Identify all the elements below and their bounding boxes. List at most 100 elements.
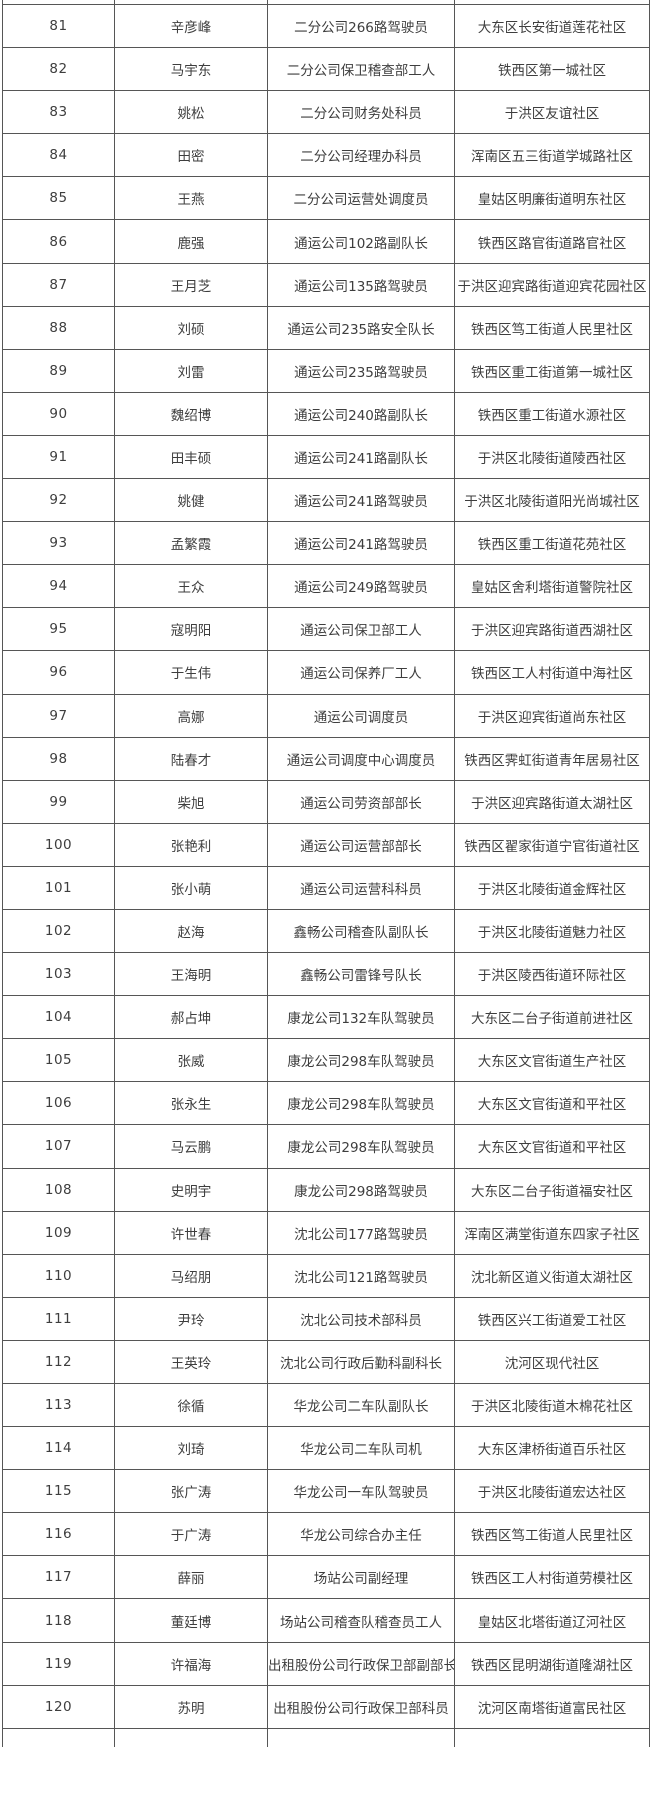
table-row: 93 孟繁霞 通运公司241路驾驶员 铁西区重工街道花苑社区	[2, 521, 650, 566]
community-cell: 大东区文官街道和平社区	[454, 1124, 650, 1169]
community-cell: 铁西区兴工街道爱工社区	[454, 1296, 650, 1341]
table-row: 114 刘琦 华龙公司二车队司机 大东区津桥街道百乐社区	[2, 1426, 650, 1471]
position-cell: 二分公司266路驾驶员	[267, 3, 455, 49]
table-row: 103 王海明 鑫畅公司雷锋号队长 于洪区陵西街道环际社区	[2, 952, 650, 997]
name-cell: 王月芝	[114, 262, 268, 307]
community-cell: 沈河区南塔街道富民社区	[454, 1684, 650, 1729]
community-cell: 铁西区翟家街道宁官街道社区	[454, 822, 650, 867]
table-row: 109 许世春 沈北公司177路驾驶员 浑南区满堂街道东四家子社区	[2, 1210, 650, 1255]
name-cell: 张永生	[114, 1081, 268, 1126]
name-cell: 田丰硕	[114, 434, 268, 480]
row-number-cell: 106	[2, 1081, 115, 1126]
row-number-cell: 90	[2, 391, 115, 436]
row-number-cell: 107	[2, 1124, 115, 1169]
table-row: 108 史明宇 康龙公司298路驾驶员 大东区二台子街道福安社区	[2, 1167, 650, 1212]
name-cell: 陆春才	[114, 736, 268, 781]
position-cell: 通运公司劳资部部长	[267, 779, 455, 824]
partial-cell	[454, 1727, 650, 1747]
name-cell: 郝占坤	[114, 995, 268, 1040]
name-cell: 赵海	[114, 908, 268, 954]
community-cell: 铁西区重工街道第一城社区	[454, 348, 650, 393]
row-number-cell: 94	[2, 564, 115, 609]
row-number-cell: 88	[2, 305, 115, 350]
community-cell: 皇姑区舍利塔街道警院社区	[454, 564, 650, 609]
row-number-cell: 91	[2, 434, 115, 480]
community-cell: 铁西区工人村街道中海社区	[454, 650, 650, 695]
name-cell: 姚松	[114, 90, 268, 135]
position-cell: 华龙公司一车队驾驶员	[267, 1469, 455, 1514]
position-cell: 场站公司副经理	[267, 1555, 455, 1600]
name-cell: 魏绍博	[114, 391, 268, 436]
row-number-cell: 120	[2, 1684, 115, 1729]
name-cell: 王众	[114, 564, 268, 609]
community-cell: 于洪区迎宾街道尚东社区	[454, 693, 650, 738]
row-number-cell: 117	[2, 1555, 115, 1600]
position-cell: 通运公司240路副队长	[267, 391, 455, 436]
position-cell: 通运公司241路驾驶员	[267, 478, 455, 523]
table-row: 86 鹿强 通运公司102路副队长 铁西区路官街道路官社区	[2, 219, 650, 264]
community-cell: 铁西区昆明湖街道隆湖社区	[454, 1641, 650, 1686]
name-cell: 王英玲	[114, 1339, 268, 1385]
row-number-cell: 105	[2, 1038, 115, 1083]
name-cell: 孟繁霞	[114, 521, 268, 566]
table-row: 96 于生伟 通运公司保养厂工人 铁西区工人村街道中海社区	[2, 650, 650, 695]
row-number-cell: 111	[2, 1296, 115, 1341]
table-row: 111 尹玲 沈北公司技术部科员 铁西区兴工街道爱工社区	[2, 1296, 650, 1341]
partial-cell	[2, 1727, 115, 1747]
row-number-cell: 109	[2, 1210, 115, 1255]
table-row: 98 陆春才 通运公司调度中心调度员 铁西区霁虹街道青年居易社区	[2, 736, 650, 781]
position-cell: 康龙公司132车队驾驶员	[267, 995, 455, 1040]
row-number-cell: 87	[2, 262, 115, 307]
position-cell: 二分公司保卫稽查部工人	[267, 47, 455, 92]
table-row: 112 王英玲 沈北公司行政后勤科副科长 沈河区现代社区	[2, 1339, 650, 1385]
name-cell: 张广涛	[114, 1469, 268, 1514]
row-number-cell: 96	[2, 650, 115, 695]
position-cell: 通运公司249路驾驶员	[267, 564, 455, 609]
position-cell: 鑫畅公司雷锋号队长	[267, 952, 455, 997]
partial-cell	[267, 1727, 455, 1747]
table-row: 118 董廷博 场站公司稽查队稽查员工人 皇姑区北塔街道辽河社区	[2, 1598, 650, 1643]
position-cell: 沈北公司121路驾驶员	[267, 1253, 455, 1298]
position-cell: 通运公司102路副队长	[267, 219, 455, 264]
table-row: 89 刘雷 通运公司235路驾驶员 铁西区重工街道第一城社区	[2, 348, 650, 393]
name-cell: 刘雷	[114, 348, 268, 393]
community-cell: 于洪区北陵街道阳光尚城社区	[454, 478, 650, 523]
name-cell: 许福海	[114, 1641, 268, 1686]
position-cell: 鑫畅公司稽查队副队长	[267, 908, 455, 954]
table-row: 99 柴旭 通运公司劳资部部长 于洪区迎宾路街道太湖社区	[2, 779, 650, 824]
position-cell: 通运公司241路副队长	[267, 434, 455, 480]
name-cell: 刘硕	[114, 305, 268, 350]
community-cell: 于洪区北陵街道陵西社区	[454, 434, 650, 480]
table-row: 88 刘硕 通运公司235路安全队长 铁西区笃工街道人民里社区	[2, 305, 650, 350]
position-cell: 出租股份公司行政保卫部副部长	[267, 1641, 455, 1686]
name-cell: 尹玲	[114, 1296, 268, 1341]
community-cell: 铁西区笃工街道人民里社区	[454, 1512, 650, 1557]
community-cell: 沈北新区道义街道太湖社区	[454, 1253, 650, 1298]
community-cell: 铁西区第一城社区	[454, 47, 650, 92]
table-row: 84 田密 二分公司经理办科员 浑南区五三街道学城路社区	[2, 133, 650, 178]
name-cell: 张艳利	[114, 822, 268, 867]
position-cell: 华龙公司综合办主任	[267, 1512, 455, 1557]
position-cell: 华龙公司二车队司机	[267, 1426, 455, 1471]
community-cell: 大东区津桥街道百乐社区	[454, 1426, 650, 1471]
name-cell: 田密	[114, 133, 268, 178]
position-cell: 康龙公司298路驾驶员	[267, 1167, 455, 1212]
row-number-cell: 103	[2, 952, 115, 997]
name-cell: 柴旭	[114, 779, 268, 824]
community-cell: 大东区二台子街道前进社区	[454, 995, 650, 1040]
position-cell: 康龙公司298车队驾驶员	[267, 1038, 455, 1083]
name-cell: 苏明	[114, 1684, 268, 1729]
position-cell: 华龙公司二车队副队长	[267, 1382, 455, 1428]
table-row: 120 苏明 出租股份公司行政保卫部科员 沈河区南塔街道富民社区	[2, 1684, 650, 1729]
position-cell: 康龙公司298车队驾驶员	[267, 1124, 455, 1169]
position-cell: 通运公司保卫部工人	[267, 607, 455, 652]
community-cell: 大东区文官街道和平社区	[454, 1081, 650, 1126]
community-cell: 于洪区友谊社区	[454, 90, 650, 135]
table-row: 83 姚松 二分公司财务处科员 于洪区友谊社区	[2, 90, 650, 135]
community-cell: 于洪区迎宾路街道西湖社区	[454, 607, 650, 652]
name-cell: 薛丽	[114, 1555, 268, 1600]
position-cell: 通运公司235路驾驶员	[267, 348, 455, 393]
row-number-cell: 98	[2, 736, 115, 781]
row-number-cell: 86	[2, 219, 115, 264]
name-cell: 刘琦	[114, 1426, 268, 1471]
